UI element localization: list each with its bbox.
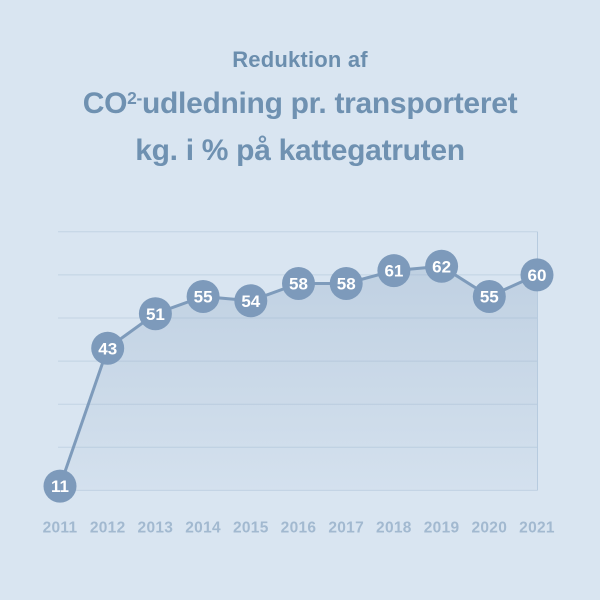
x-axis-label: 2014 xyxy=(185,520,221,537)
data-point-marker xyxy=(520,258,554,292)
chart-subtitle: Reduktion af xyxy=(232,47,368,72)
x-axis-label: 2020 xyxy=(471,520,507,537)
x-axis-label: 2016 xyxy=(281,520,317,537)
x-axis-label: 2021 xyxy=(519,520,555,537)
x-axis-label: 2017 xyxy=(328,520,364,537)
data-point-marker xyxy=(43,469,77,503)
data-point-marker xyxy=(377,254,411,288)
title-line1-prefix: CO xyxy=(82,87,128,120)
chart-header: Reduktion af CO2-udledning pr. transport… xyxy=(0,0,600,173)
data-point-value: 55 xyxy=(480,288,499,307)
data-point-value: 61 xyxy=(384,262,403,281)
data-point-value: 60 xyxy=(528,266,547,285)
x-axis-label: 2015 xyxy=(233,520,269,537)
data-point-marker xyxy=(425,249,459,283)
x-axis-label: 2019 xyxy=(424,520,460,537)
data-point-value: 43 xyxy=(98,339,117,358)
data-point-marker xyxy=(282,267,315,300)
data-point-marker xyxy=(472,280,506,313)
data-point-marker xyxy=(234,284,268,318)
title-line2: kg. i % på kattegatruten xyxy=(135,134,465,167)
x-axis-label: 2012 xyxy=(90,520,126,537)
data-point-marker xyxy=(138,297,172,331)
x-axis-label: 2011 xyxy=(43,520,78,537)
title-line1-rest: udledning pr. transporteret xyxy=(142,87,518,120)
data-point-value: 11 xyxy=(51,477,69,496)
x-axis-label: 2013 xyxy=(138,520,174,537)
data-point-value: 58 xyxy=(337,275,356,294)
data-point-value: 58 xyxy=(289,275,308,294)
title-superscript: 2- xyxy=(127,88,142,109)
area-fill xyxy=(60,266,537,491)
data-point-value: 51 xyxy=(146,305,165,324)
x-axis-label: 2018 xyxy=(376,520,412,537)
data-point-marker xyxy=(329,267,363,300)
data-point-marker xyxy=(91,331,125,365)
data-point-value: 62 xyxy=(432,257,451,276)
data-point-marker xyxy=(186,280,220,313)
data-point-value: 55 xyxy=(194,288,213,307)
data-point-value: 54 xyxy=(241,292,260,311)
chart-title: CO2-udledning pr. transporteret kg. i % p… xyxy=(0,82,600,173)
